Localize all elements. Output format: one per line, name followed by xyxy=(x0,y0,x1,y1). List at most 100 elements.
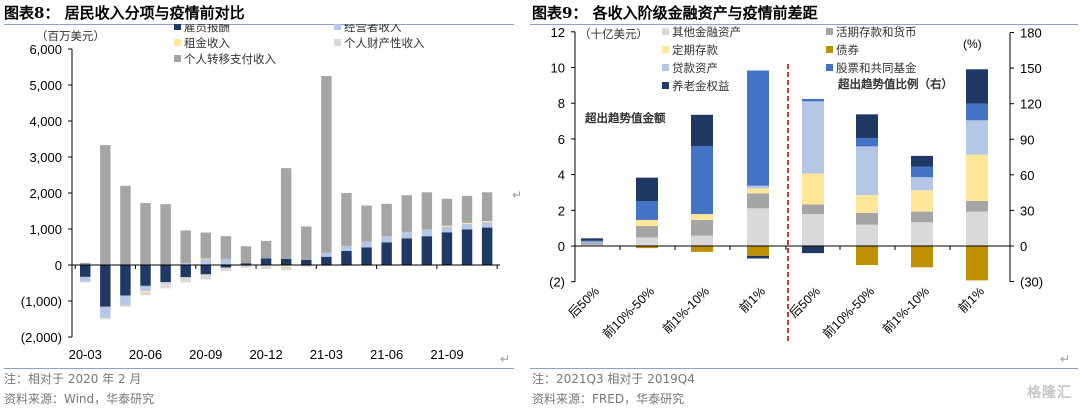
footer-divider xyxy=(530,368,1078,369)
y-tick-label: 5,000 xyxy=(29,78,62,93)
bar-segment-4 xyxy=(321,265,332,267)
bar-segment-2 xyxy=(461,223,473,230)
bar-segment-4 xyxy=(180,277,191,283)
bar-segment-5 xyxy=(120,185,131,265)
bar-segment-5 xyxy=(240,246,252,264)
bar-segment-1 xyxy=(260,258,272,265)
bar-segment-1 xyxy=(481,227,493,265)
y-tick-label: 0 xyxy=(55,258,62,273)
bar-segment-5 xyxy=(966,120,988,155)
bar-segment-4 xyxy=(856,246,878,265)
chart-title-assets: 图表9： 各收入阶级金融资产与疫情前差距 xyxy=(532,4,818,22)
bar-segment-3 xyxy=(441,225,453,227)
bar-segment-2 xyxy=(200,259,212,265)
legend-label: 个人转移支付收入 xyxy=(184,52,276,66)
bar-segment-4 xyxy=(691,246,713,252)
y-tick-label: 6,000 xyxy=(29,42,62,57)
bar-segment-1 xyxy=(80,265,91,277)
x-tick-label: 20-06 xyxy=(129,347,162,362)
bar-segment-1 xyxy=(747,208,769,246)
bar-segment-1 xyxy=(401,238,412,265)
bar-segment-3 xyxy=(140,290,151,293)
bar-segment-1 xyxy=(441,232,453,265)
bar-segment-1 xyxy=(361,247,372,265)
y-axis-unit-label: （十亿美元） xyxy=(579,27,648,41)
bar-segment-1 xyxy=(341,250,352,265)
y2-tick-label: 0 xyxy=(1020,239,1027,254)
bar-segment-1 xyxy=(966,211,988,246)
bar-segment-1 xyxy=(100,265,111,307)
y-axis-unit-label: （百万美元） xyxy=(36,29,105,43)
x-category-label: 前10%-50% xyxy=(599,284,657,342)
bar-segment-5 xyxy=(911,177,933,191)
bar-segment-4 xyxy=(200,274,212,280)
x-tick-label: 21-03 xyxy=(310,347,343,362)
bar-segment-3 xyxy=(747,188,769,194)
bar-segment-2 xyxy=(856,212,878,225)
bar-segment-5 xyxy=(421,192,433,230)
bar-segment-5 xyxy=(260,240,272,259)
bar-segment-5 xyxy=(856,146,878,196)
legend-label: 经营者收入 xyxy=(344,24,402,34)
legend-swatch xyxy=(662,46,669,53)
bar-segment-6 xyxy=(581,240,603,242)
bar-segment-5 xyxy=(100,145,111,265)
assets-chart: 12 10 8 6 4 2 0 (2) 180 150 120 90 60 30 0 (30) （十亿美元） (%… xyxy=(549,25,1043,344)
bar-segment-4 xyxy=(260,266,272,269)
y2-tick-label: 60 xyxy=(1020,168,1034,183)
bar-segment-6 xyxy=(636,201,658,220)
bar-segment-1 xyxy=(691,235,713,246)
y-tick-label: (2,000) xyxy=(21,330,62,345)
bar-segment-3 xyxy=(911,190,933,212)
bar-segment-3 xyxy=(260,265,272,267)
x-category-label: 前1% xyxy=(736,284,768,316)
bar-segment-1 xyxy=(911,222,933,246)
bar-segment-7 xyxy=(802,246,824,254)
bar-segment-4 xyxy=(747,246,769,256)
chart-note: 注：相对于 2020 年 2 月 xyxy=(4,372,142,386)
chart-title-income: 图表8： 居民收入分项与疫情前对比 xyxy=(4,4,245,22)
y-tick-label: 10 xyxy=(551,61,565,76)
legend-label: 定期存款 xyxy=(672,43,718,57)
chart-note: 注：2021Q3 相对于 2019Q4 xyxy=(532,372,695,386)
x-category-label: 前1%-10% xyxy=(879,284,932,337)
bar-segment-5 xyxy=(160,204,171,265)
bar-segment-4 xyxy=(911,246,933,268)
x-tick-label: 20-03 xyxy=(69,347,102,362)
bar-segment-2 xyxy=(966,200,988,212)
legend-swatch xyxy=(174,39,181,46)
bar-segment-1 xyxy=(140,265,151,286)
x-tick-label: 21-06 xyxy=(370,347,403,362)
bar-segment-1 xyxy=(280,258,292,265)
bar-segment-5 xyxy=(381,203,392,237)
x-category-label: 后50% xyxy=(566,284,602,320)
y2-tick-label: 30 xyxy=(1020,203,1034,218)
footer-divider xyxy=(4,368,514,369)
bar-segment-4 xyxy=(301,265,312,267)
bar-segment-5 xyxy=(802,101,824,174)
bar-segment-3 xyxy=(481,221,493,223)
bar-segment-4 xyxy=(240,265,252,268)
y2-tick-label: 120 xyxy=(1020,97,1042,112)
bar-segment-7 xyxy=(911,155,933,167)
legend-swatch xyxy=(662,28,669,35)
bar-segment-3 xyxy=(856,195,878,213)
legend-label: 贷款资产 xyxy=(672,61,718,75)
return-mark: ↵ xyxy=(500,352,511,366)
bar-segment-1 xyxy=(160,265,171,283)
bar-segment-2 xyxy=(636,226,658,238)
bar-segment-2 xyxy=(100,306,111,318)
bar-segment-1 xyxy=(220,265,232,268)
legend-label: 股票和共同基金 xyxy=(836,61,917,75)
bar-segment-2 xyxy=(421,229,433,237)
bar-segment-7 xyxy=(966,69,988,104)
bar-segment-5 xyxy=(481,192,493,222)
bar-segment-5 xyxy=(140,203,151,265)
bar-segment-2 xyxy=(581,242,603,245)
bar-segment-2 xyxy=(691,219,713,236)
legend-swatch xyxy=(662,64,669,71)
bar-segment-2 xyxy=(140,285,151,291)
return-mark: ↵ xyxy=(512,188,523,202)
bar-segment-5 xyxy=(301,226,312,260)
y-tick-label: 8 xyxy=(558,96,565,111)
